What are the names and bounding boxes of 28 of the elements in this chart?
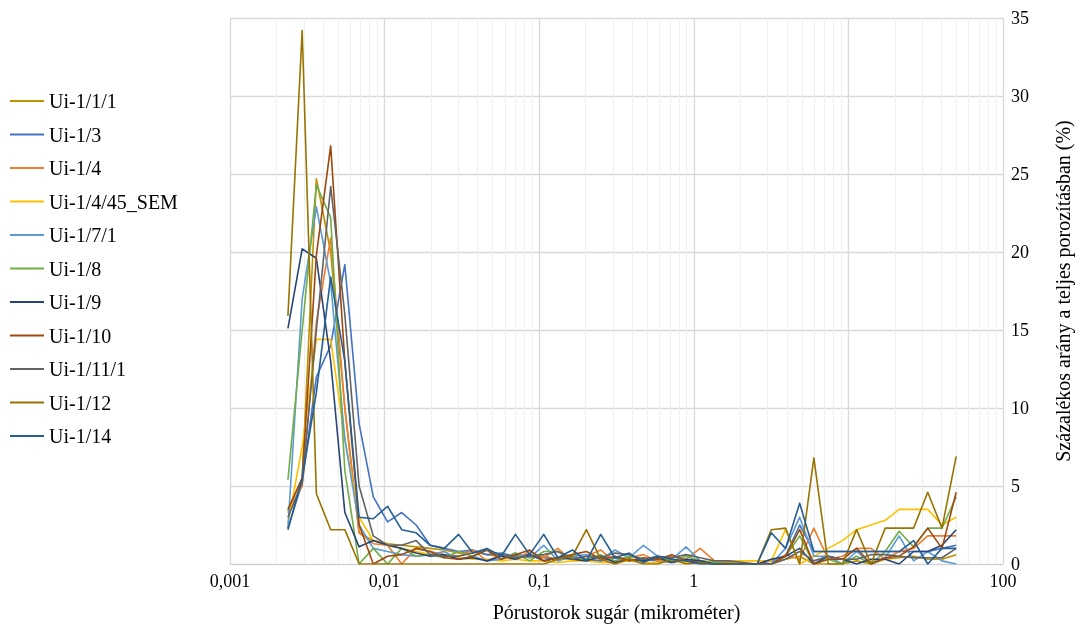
legend-label: Ui-1/9	[49, 291, 102, 313]
y-tick-label: 30	[1011, 86, 1029, 106]
y-tick-label: 20	[1011, 242, 1029, 262]
y-tick-label: 5	[1011, 476, 1020, 496]
legend-label: Ui-1/4	[49, 157, 102, 179]
legend-label: Ui-1/11/1	[49, 358, 127, 380]
y-tick-label: 10	[1011, 398, 1029, 418]
x-tick-label: 10	[839, 571, 858, 591]
legend-label: Ui-1/7/1	[49, 224, 117, 246]
legend-label: Ui-1/8	[49, 257, 102, 280]
x-tick-label: 0,001	[209, 571, 251, 591]
legend-label: Ui-1/14	[49, 425, 112, 447]
x-tick-label: 0,1	[527, 571, 551, 591]
x-tick-label: 100	[989, 571, 1017, 591]
y-tick-label: 15	[1011, 320, 1029, 340]
x-tick-label: 0,01	[368, 571, 401, 591]
y-tick-label: 0	[1011, 554, 1020, 574]
y-axis-title: Százalékos arány a teljes porozításban (%)	[1052, 120, 1075, 462]
y-tick-label: 35	[1011, 8, 1029, 28]
x-axis-title: Pórustorok sugár (mikrométer)	[492, 601, 741, 624]
legend-label: Ui-1/4/45_SEM	[49, 190, 179, 213]
y-tick-label: 25	[1011, 164, 1029, 184]
legend-label: Ui-1/12	[49, 391, 112, 414]
legend-label: Ui-1/10	[49, 324, 112, 347]
line-series	[287, 29, 957, 565]
legend-label: Ui-1/1/1	[49, 90, 117, 112]
x-tick-label: 1	[689, 571, 699, 591]
legend-label: Ui-1/3	[49, 123, 102, 146]
